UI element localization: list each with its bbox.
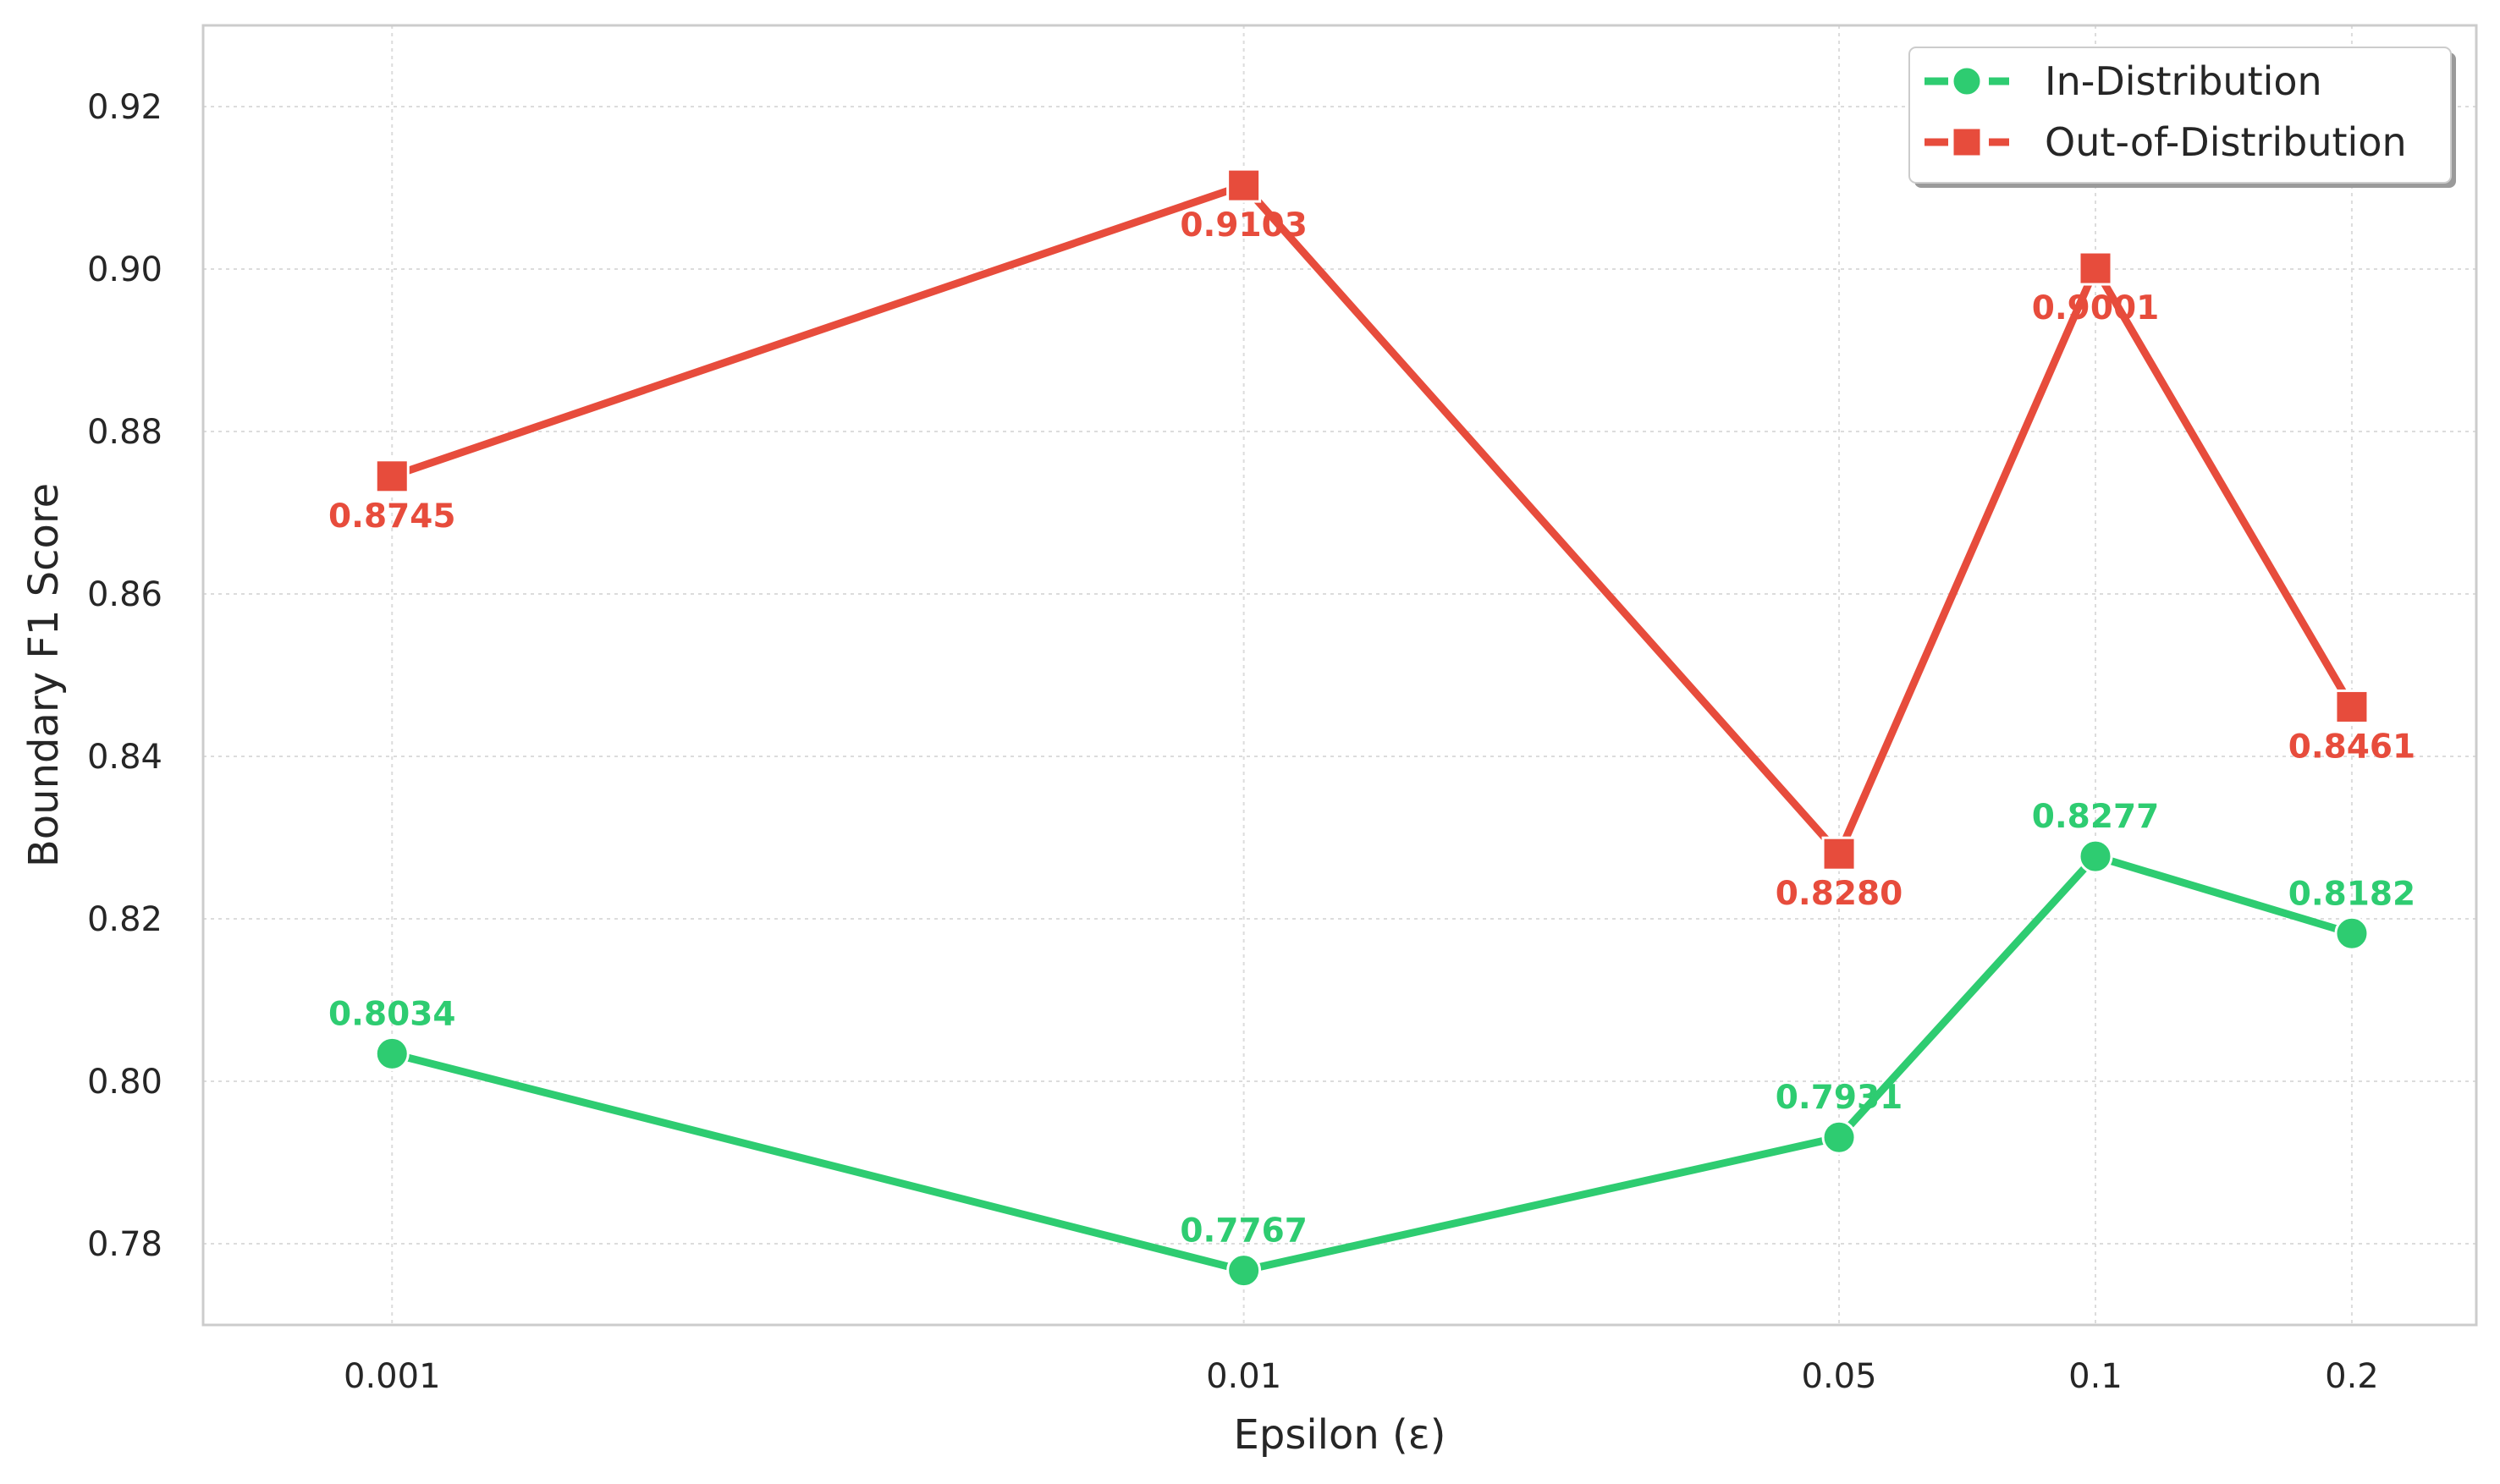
legend-marker-out-of-distribution [1951,126,1983,158]
legend-label-in-distribution: In-Distribution [2045,58,2322,104]
data-label-layer: 0.8034 0.7767 0.7931 0.8277 0.8182 0.8745 0.91… [328,206,2415,1250]
legend-label-out-of-distribution: Out-of-Distribution [2045,119,2407,165]
y-tick-label: 0.78 [87,1225,162,1264]
tick-layer: 0.001 0.01 0.05 0.1 0.2 0.78 0.80 0.82 0.84 0.86 0… [87,88,2379,1396]
data-label-in-distribution: 0.7767 [1180,1212,1308,1250]
y-tick-label: 0.92 [87,88,162,127]
data-point-in-distribution [1226,1253,1262,1289]
plot-area-frame [201,24,2478,1327]
data-label-out-of-distribution: 0.8461 [2288,728,2416,766]
data-label-out-of-distribution: 0.9001 [2032,289,2160,327]
data-label-out-of-distribution: 0.8280 [1776,875,1903,913]
legend-box [1908,47,2452,184]
data-point-out-of-distribution [2078,250,2113,286]
y-tick-label: 0.88 [87,413,162,452]
data-point-out-of-distribution [1226,168,1262,203]
y-tick-label: 0.86 [87,575,162,614]
data-label-in-distribution: 0.8034 [328,995,456,1033]
data-point-in-distribution [374,1036,410,1071]
data-label-in-distribution: 0.7931 [1776,1079,1903,1117]
data-point-out-of-distribution [374,459,410,494]
series-layer [374,168,2370,1289]
x-tick-label: 0.1 [2068,1357,2123,1396]
legend-marker-in-distribution [1951,65,1983,97]
data-label-in-distribution: 0.8277 [2032,798,2160,836]
x-tick-label: 0.01 [1206,1357,1281,1396]
data-point-out-of-distribution [1821,836,1857,871]
data-label-in-distribution: 0.8182 [2288,875,2416,913]
y-axis-title: Boundary F1 Score [20,483,68,867]
data-label-out-of-distribution: 0.9103 [1180,206,1308,245]
x-axis-title: Epsilon (ε) [1234,1411,1446,1459]
x-tick-label: 0.001 [344,1357,441,1396]
y-tick-label: 0.82 [87,900,162,939]
y-tick-label: 0.84 [87,738,162,777]
x-tick-label: 0.05 [1802,1357,1877,1396]
data-point-in-distribution [2334,915,2370,951]
data-point-out-of-distribution [2334,689,2370,724]
y-tick-label: 0.80 [87,1063,162,1102]
data-point-in-distribution [1821,1119,1857,1155]
legend: In-Distribution Out-of-Distribution [1908,47,2456,188]
grid-layer [203,25,2476,1325]
data-point-in-distribution [2078,838,2113,874]
y-tick-label: 0.90 [87,250,162,289]
x-tick-label: 0.2 [2325,1357,2379,1396]
data-label-out-of-distribution: 0.8745 [328,497,456,536]
